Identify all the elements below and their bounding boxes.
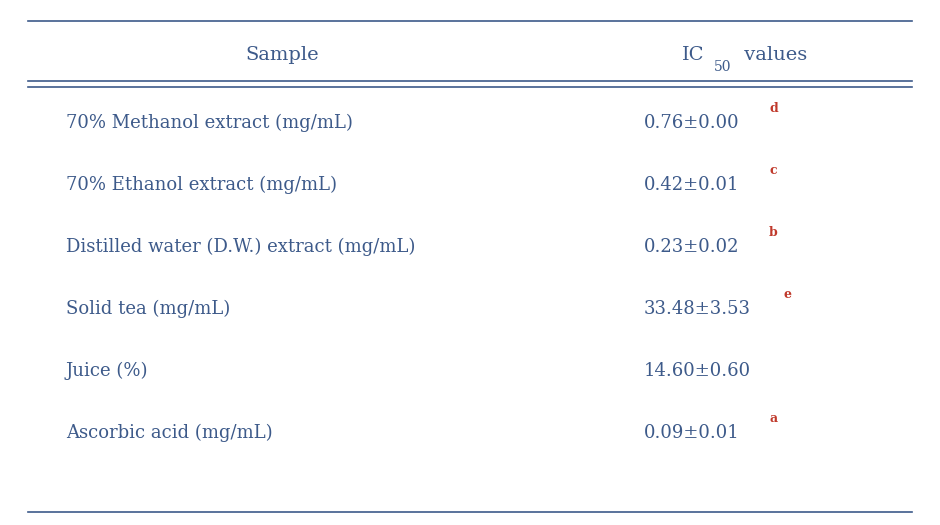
Text: Distilled water (D.W.) extract (mg/mL): Distilled water (D.W.) extract (mg/mL) xyxy=(66,238,415,256)
Text: Juice (%): Juice (%) xyxy=(66,362,149,380)
Text: 70% Methanol extract (mg/mL): 70% Methanol extract (mg/mL) xyxy=(66,114,352,132)
Text: 50: 50 xyxy=(713,60,731,74)
Text: IC: IC xyxy=(682,46,704,64)
Text: a: a xyxy=(769,412,777,425)
Text: 14.60±0.60: 14.60±0.60 xyxy=(644,362,751,380)
Text: 0.09±0.01: 0.09±0.01 xyxy=(644,424,740,442)
Text: d: d xyxy=(769,102,778,115)
Text: 70% Ethanol extract (mg/mL): 70% Ethanol extract (mg/mL) xyxy=(66,176,337,194)
Text: values: values xyxy=(738,46,807,64)
Text: e: e xyxy=(784,288,791,301)
Text: c: c xyxy=(769,164,776,177)
Text: 0.23±0.02: 0.23±0.02 xyxy=(644,238,740,256)
Text: b: b xyxy=(769,226,777,239)
Text: 0.42±0.01: 0.42±0.01 xyxy=(644,176,740,194)
Text: Sample: Sample xyxy=(245,46,319,64)
Text: 0.76±0.00: 0.76±0.00 xyxy=(644,114,740,132)
Text: Ascorbic acid (mg/mL): Ascorbic acid (mg/mL) xyxy=(66,424,273,442)
Text: 33.48±3.53: 33.48±3.53 xyxy=(644,300,751,318)
Text: Solid tea (mg/mL): Solid tea (mg/mL) xyxy=(66,300,230,318)
